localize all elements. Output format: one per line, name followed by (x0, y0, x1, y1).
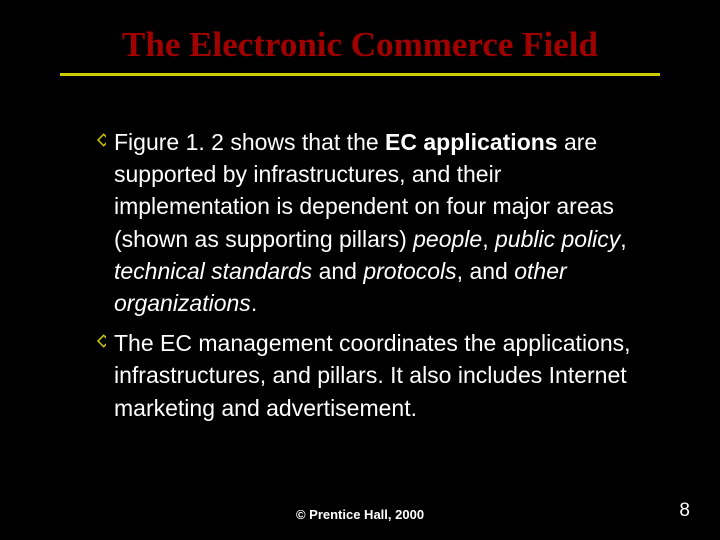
bullet-marker-icon (90, 130, 106, 155)
bullet-text: The EC management coordinates the applic… (114, 330, 631, 420)
bullet-item: Figure 1. 2 shows that the EC applicatio… (90, 126, 660, 319)
page-number: 8 (679, 500, 690, 522)
slide-container: The Electronic Commerce Field Figure 1. … (0, 0, 720, 540)
bullet-item: The EC management coordinates the applic… (90, 327, 660, 424)
bullet-text: Figure 1. 2 shows that the EC applicatio… (114, 129, 627, 316)
bullet-list: Figure 1. 2 shows that the EC applicatio… (60, 126, 660, 424)
slide-title: The Electronic Commerce Field (60, 25, 660, 65)
footer-copyright: © Prentice Hall, 2000 (0, 507, 720, 522)
title-underline (60, 73, 660, 76)
bullet-marker-icon (90, 331, 106, 356)
